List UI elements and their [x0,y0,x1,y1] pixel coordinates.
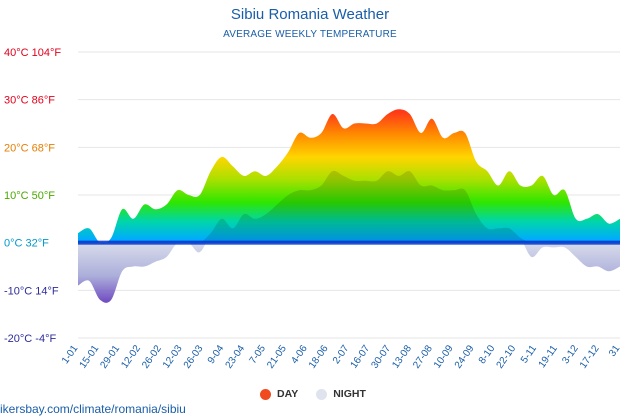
x-tick-label: 16-07 [349,343,373,371]
x-tick-label: 8-10 [477,343,498,366]
legend: DAY NIGHT [260,388,384,400]
x-tick-label: 22-10 [495,343,519,371]
x-tick-label: 5-11 [519,343,539,365]
x-tick-label: 30-07 [369,343,393,371]
x-tick-label: 31 [607,343,620,359]
x-tick-label: 4-06 [289,343,310,366]
x-tick-label: 12-02 [119,343,143,371]
y-tick-label: 20°C 68°F [4,142,55,154]
x-tick-label: 27-08 [411,343,435,371]
x-tick-label: 10-09 [432,343,456,371]
source-link[interactable]: ikersbay.com/climate/romania/sibiu [0,402,186,416]
x-tick-label: 21-05 [265,343,289,371]
chart-subtitle: AVERAGE WEEKLY TEMPERATURE [223,29,397,40]
x-tick-label: 23-04 [224,343,248,371]
x-tick-label: 15-01 [78,343,102,371]
y-tick-label: -20°C -4°F [4,333,56,345]
x-tick-label: 26-02 [140,343,164,371]
area-layer [78,109,620,303]
x-tick-label: 12-03 [161,343,185,371]
day-series-area [78,109,620,244]
legend-day-marker [260,388,271,400]
zero-baseline [78,240,620,245]
x-tick-label: 9-04 [206,343,227,366]
legend-item-day[interactable]: DAY [260,388,298,400]
legend-day-label: DAY [277,388,299,400]
y-tick-label: -10°C 14°F [4,285,59,297]
x-tick-label: 18-06 [307,343,331,371]
legend-item-night[interactable]: NIGHT [316,388,366,400]
y-tick-label: 0°C 32°F [4,238,49,250]
x-tick-label: 13-08 [390,343,414,371]
chart-title: Sibiu Romania Weather [230,6,390,23]
x-tick-label: 29-01 [98,343,122,371]
x-tick-label: 7-05 [248,343,269,366]
y-tick-label: 30°C 86°F [4,95,55,107]
legend-night-marker [316,388,328,400]
y-tick-label: 40°C 104°F [4,47,61,59]
x-tick-label: 3-12 [560,343,581,366]
x-tick-label: 24-09 [453,343,477,371]
x-tick-label: 19-11 [537,343,561,370]
legend-night-label: NIGHT [333,388,366,400]
y-tick-label: 10°C 50°F [4,190,55,202]
x-tick-label: 17-12 [578,343,602,371]
x-tick-label: 26-03 [182,343,206,371]
night-overlay-area [78,170,620,244]
y-axis-labels: 40°C 104°F 30°C 86°F 20°C 68°F 10°C 50°F 0°C… [4,47,61,345]
